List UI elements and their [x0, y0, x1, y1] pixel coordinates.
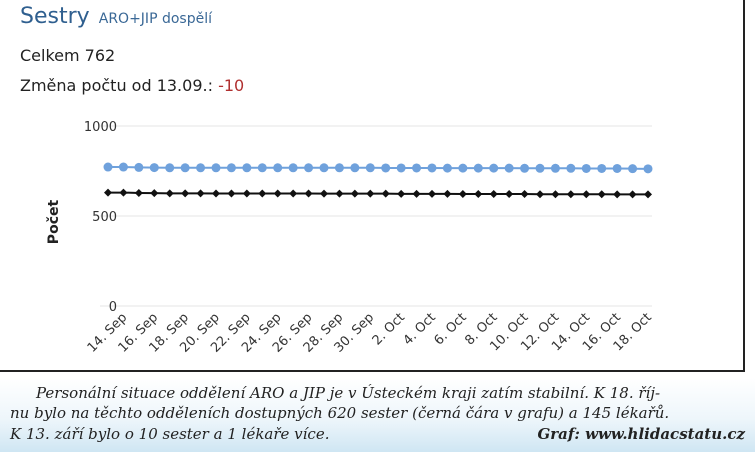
data-point [551, 190, 560, 199]
data-point [289, 189, 298, 198]
data-point [597, 190, 606, 199]
data-point [134, 188, 143, 197]
data-point [257, 163, 267, 173]
y-tick-label: 500 [92, 210, 117, 225]
data-point [196, 163, 206, 173]
change-label: Změna počtu od 13.09.: [20, 76, 213, 95]
data-point [366, 189, 375, 198]
chart-title: Sestry [20, 4, 90, 29]
data-point [396, 163, 406, 173]
data-point [505, 190, 514, 199]
data-point [566, 163, 576, 173]
data-point [473, 163, 483, 173]
data-point [628, 164, 638, 174]
data-point [643, 164, 653, 174]
data-point [242, 189, 251, 198]
data-point [335, 189, 344, 198]
data-point [273, 163, 283, 173]
data-point [350, 163, 360, 173]
data-point [320, 189, 328, 198]
data-point [597, 163, 607, 173]
data-point [288, 163, 298, 173]
y-axis-label: Počet [46, 200, 62, 245]
data-point [397, 189, 406, 198]
data-point [181, 189, 190, 198]
y-tick-label: 1000 [84, 120, 117, 135]
x-tick-label: 4. Oct [401, 310, 439, 348]
data-point [365, 163, 375, 173]
data-point [504, 163, 514, 173]
data-point [119, 188, 128, 197]
data-point [180, 163, 190, 173]
data-point [104, 188, 112, 197]
data-point [442, 163, 452, 173]
data-point [582, 190, 591, 199]
data-point [226, 163, 236, 173]
data-point [212, 189, 220, 198]
data-point [165, 189, 174, 198]
data-point [258, 189, 267, 198]
data-point [149, 163, 159, 173]
data-point [412, 163, 422, 173]
data-point [535, 163, 545, 173]
data-point [103, 162, 113, 172]
data-point [613, 190, 622, 199]
data-point [489, 190, 498, 199]
data-point [227, 189, 236, 198]
data-point [319, 163, 329, 173]
y-tick-label: 0 [109, 300, 117, 315]
data-point [304, 163, 314, 173]
data-point [273, 189, 282, 198]
grid-lines [100, 125, 652, 307]
data-point [150, 189, 159, 198]
data-point [242, 163, 252, 173]
data-point [134, 162, 144, 172]
change-value: -10 [218, 76, 245, 95]
data-series [103, 162, 653, 199]
series-1 [103, 162, 653, 174]
data-point [443, 189, 452, 198]
data-point [536, 190, 544, 199]
x-tick-label: 2. Oct [370, 310, 408, 348]
data-point [520, 163, 530, 173]
data-point [412, 189, 421, 198]
data-point [566, 190, 575, 199]
data-point [520, 190, 529, 199]
data-point [489, 163, 499, 173]
data-point [196, 189, 205, 198]
data-point [458, 190, 467, 199]
data-point [474, 190, 483, 199]
data-point [612, 163, 622, 173]
caption-line-2: nu bylo na těchto odděleních dostupných … [10, 404, 670, 422]
data-point [304, 189, 313, 198]
caption-line-3: K 13. září bylo o 10 sester a 1 lékaře v… [10, 425, 330, 443]
data-point [581, 163, 591, 173]
chart-subtitle: ARO+JIP dospělí [98, 11, 212, 27]
chart-header: Sestry ARO+JIP dospělí [20, 4, 212, 29]
data-point [458, 163, 468, 173]
data-point [550, 163, 560, 173]
caption-credit: Graf: www.hlidacstatu.cz [537, 425, 745, 443]
y-axis-ticks: 0 500 1000 [84, 120, 117, 315]
change-since: Změna počtu od 13.09.: -10 [20, 76, 244, 95]
data-point [427, 163, 437, 173]
data-point [381, 163, 391, 173]
data-point [211, 163, 221, 173]
chart-panel: Sestry ARO+JIP dospělí Celkem 762 Změna … [0, 0, 745, 372]
x-tick-label: 6. Oct [431, 310, 469, 348]
data-point [165, 163, 175, 173]
series-2 [104, 188, 652, 199]
photo-caption: Personální situace oddělení ARO a JIP je… [0, 378, 755, 452]
data-point [381, 189, 390, 198]
data-point [428, 189, 436, 198]
data-point [350, 189, 359, 198]
data-point [628, 190, 637, 199]
caption-line-1: Personální situace oddělení ARO a JIP je… [36, 384, 661, 402]
data-point [334, 163, 344, 173]
data-point [644, 190, 652, 199]
data-point [118, 162, 128, 172]
total-count: Celkem 762 [20, 46, 116, 65]
